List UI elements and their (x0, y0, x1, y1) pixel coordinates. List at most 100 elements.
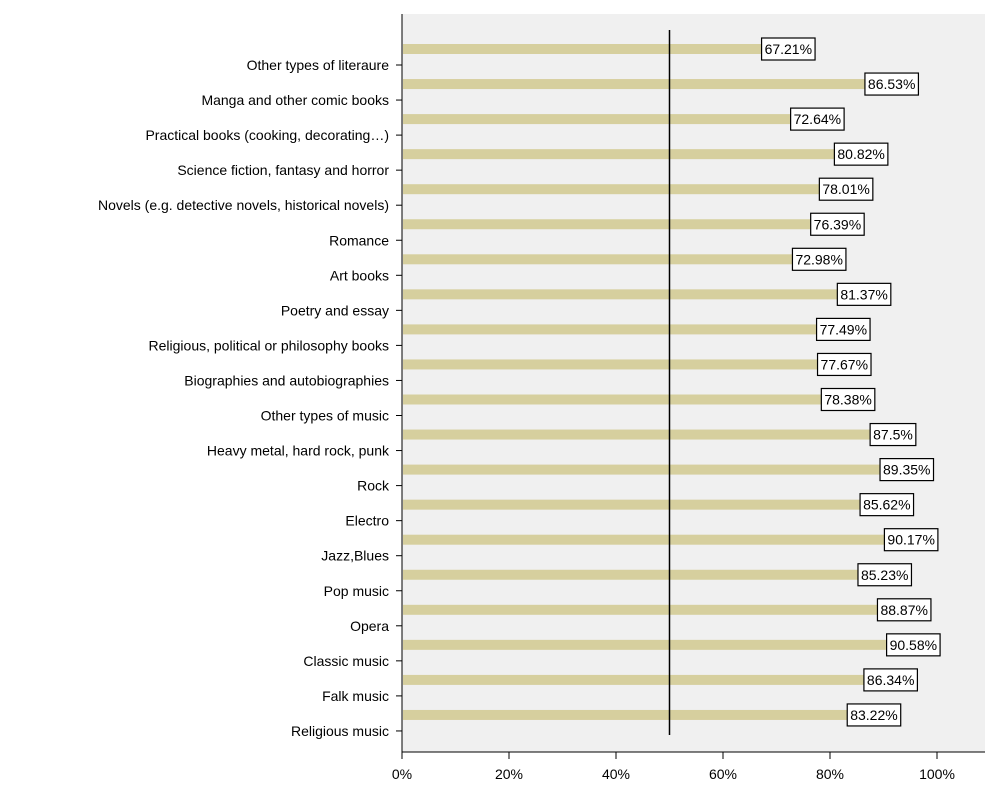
bar (403, 44, 762, 54)
data-label-box (859, 493, 915, 517)
data-label-text: 83.22% (850, 707, 897, 723)
category-label: Opera (350, 618, 389, 634)
bar (403, 639, 887, 650)
data-label: 85.23% (857, 563, 913, 587)
data-label-text: 77.67% (821, 356, 868, 372)
data-label-text: 87.5% (873, 427, 913, 443)
x-ticks-layer: Other types of literaure Manga and other … (98, 57, 955, 782)
category-label: Religious music (291, 723, 389, 739)
bar (403, 289, 838, 300)
plot-area (402, 14, 985, 752)
bars-layer (403, 44, 887, 720)
data-label: 78.38% (820, 387, 876, 412)
data-label-box (883, 528, 939, 552)
x-tick-label: 80% (816, 766, 844, 782)
data-label: 87.5% (869, 422, 917, 447)
x-tick-label: 40% (602, 766, 630, 782)
data-label: 89.35% (879, 458, 935, 482)
bar (403, 534, 885, 545)
bar (403, 324, 817, 335)
data-label-text: 88.87% (880, 602, 927, 618)
category-label: Science fiction, fantasy and horror (177, 162, 389, 178)
data-label: 76.39% (810, 212, 865, 236)
x-tick-label: 20% (495, 766, 523, 782)
data-label: 78.01% (818, 177, 874, 201)
category-label: Other types of music (261, 408, 389, 424)
data-label-text: 86.53% (868, 76, 915, 92)
data-label-box (836, 282, 892, 306)
data-label-text: 67.21% (765, 41, 812, 57)
data-label: 72.64% (790, 107, 845, 131)
data-label-text: 72.64% (794, 111, 841, 127)
data-label: 67.21% (760, 37, 816, 61)
bar (403, 254, 793, 265)
bar (403, 429, 871, 440)
data-label-box (790, 107, 845, 131)
data-label-box (857, 563, 913, 587)
category-label: Falk music (322, 688, 389, 704)
data-label-text: 80.82% (837, 146, 884, 162)
bar (403, 499, 861, 510)
data-label-box (760, 37, 816, 61)
bar (403, 219, 811, 230)
data-label-text: 86.34% (867, 672, 914, 688)
category-label: Biographies and autobiographies (184, 372, 389, 388)
data-label-text: 81.37% (840, 286, 887, 302)
data-label: 85.62% (859, 493, 915, 517)
data-label-box (791, 247, 847, 271)
x-tick-label: 0% (392, 766, 412, 782)
bar (403, 359, 818, 370)
data-label-box (863, 668, 919, 692)
bar (403, 709, 848, 720)
bar (403, 79, 865, 90)
data-label: 72.98% (791, 247, 847, 271)
category-label: Heavy metal, hard rock, punk (207, 443, 390, 459)
bar (403, 464, 881, 475)
category-label: Pop music (324, 583, 389, 599)
data-label-text: 85.23% (861, 567, 908, 583)
data-label-box (820, 387, 876, 412)
data-label-text: 77.49% (820, 321, 867, 337)
data-label: 88.87% (876, 598, 932, 622)
x-tick-label: 100% (919, 766, 955, 782)
data-label: 83.22% (846, 703, 902, 727)
data-label-text: 72.98% (795, 251, 842, 267)
data-label-text: 89.35% (883, 462, 930, 478)
category-label: Electro (345, 513, 389, 529)
data-label: 90.58% (886, 633, 941, 657)
bar (403, 674, 864, 685)
data-label-text: 90.58% (890, 637, 937, 653)
data-label-text: 78.38% (824, 392, 871, 408)
data-labels-layer: 67.21% 86.53% 72.64% 80.82% 78.01% 76.39% 72.9… (760, 37, 941, 727)
category-label: Novels (e.g. detective novels, historica… (98, 197, 389, 213)
data-label: 90.17% (883, 528, 939, 552)
data-label-text: 90.17% (887, 532, 934, 548)
category-label: Romance (329, 232, 389, 248)
bar (403, 394, 822, 405)
data-label: 81.37% (836, 282, 892, 306)
category-label: Classic music (303, 653, 389, 669)
category-label: Manga and other comic books (201, 92, 389, 108)
data-label-box (810, 212, 865, 236)
category-label: Jazz,Blues (321, 548, 389, 564)
x-tick-label: 60% (709, 766, 737, 782)
data-label-box (818, 177, 874, 201)
data-label-text: 76.39% (814, 216, 861, 232)
data-label: 80.82% (833, 142, 889, 166)
category-label: Poetry and essay (281, 302, 389, 318)
data-label-box (816, 352, 872, 377)
data-label-box (869, 422, 917, 447)
bar (403, 114, 791, 125)
data-label-box (833, 142, 889, 166)
data-label-text: 78.01% (822, 181, 869, 197)
data-label: 77.67% (816, 352, 872, 377)
data-label: 77.49% (815, 317, 871, 341)
category-label: Religious, political or philosophy books (149, 337, 389, 353)
bar (403, 569, 858, 580)
data-label-box (886, 633, 941, 657)
bar (403, 149, 835, 160)
data-label-box (879, 458, 935, 482)
category-label: Other types of literaure (247, 57, 390, 73)
data-label-box (864, 72, 920, 96)
